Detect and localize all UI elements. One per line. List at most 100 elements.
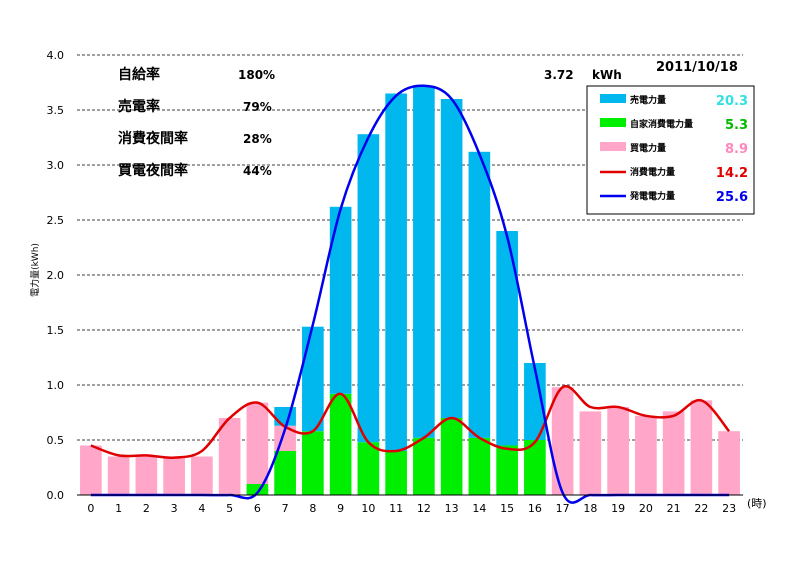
bar-bought — [107, 456, 130, 495]
stat-label: 自給率 — [118, 66, 160, 83]
stat-value: 79% — [243, 100, 272, 114]
bar-bought — [635, 415, 657, 495]
x-tick-label: 9 — [337, 502, 344, 515]
x-tick-label: 18 — [583, 502, 597, 515]
x-tick-label: 12 — [417, 502, 431, 515]
stat-value: 28% — [243, 132, 272, 146]
bar-bought — [690, 400, 713, 495]
x-tick-label: 5 — [226, 502, 233, 515]
bar-sold — [302, 326, 324, 432]
bar-bought — [135, 455, 158, 495]
legend-label: 発電電力量 — [629, 190, 675, 202]
grid-lines — [77, 54, 743, 441]
bar-bought — [163, 456, 185, 495]
x-tick-label: 21 — [667, 502, 681, 515]
legend-label: 買電力量 — [630, 142, 666, 154]
consumption-line — [90, 385, 731, 459]
peak-unit: kWh — [592, 68, 622, 82]
date-label: 2011/10/18 — [656, 60, 738, 75]
legend-total: 8.9 — [725, 142, 748, 157]
x-tick-label: 6 — [254, 502, 261, 515]
bar-sold — [385, 93, 407, 451]
y-tick-label: 2.0 — [47, 269, 65, 282]
x-tick-label: 23 — [722, 502, 736, 515]
bar-sold — [496, 231, 518, 446]
bar-bought — [662, 411, 685, 495]
legend-swatch — [600, 142, 626, 151]
x-tick-label: 3 — [171, 502, 178, 515]
x-tick-label: 7 — [282, 502, 289, 515]
x-tick-label: 20 — [639, 502, 653, 515]
bar-self-consumed — [329, 393, 352, 495]
bar-self-consumed — [524, 440, 546, 495]
bar-bought — [551, 387, 574, 495]
bar-bought — [718, 431, 740, 495]
x-tick-labels: 0 1 2 3 4 5 6 7 8 9 10 11 12 13 14 15 16 17 18 19 20 21 22 23 — [87, 502, 736, 515]
x-tick-label: 17 — [556, 502, 570, 515]
bar-bought — [80, 445, 102, 495]
legend-total: 25.6 — [716, 190, 748, 205]
x-tick-label: 10 — [361, 502, 375, 515]
bar-sold — [468, 151, 491, 438]
x-tick-label: 14 — [472, 502, 486, 515]
y-tick-label: 2.5 — [47, 214, 65, 227]
peak-value: 3.72 — [544, 68, 574, 82]
y-tick-label: 1.5 — [47, 324, 65, 337]
y-tick-label: 3.0 — [47, 159, 65, 172]
y-tick-label: 3.5 — [47, 104, 65, 117]
x-tick-label: 22 — [694, 502, 708, 515]
y-tick-label: 0.5 — [47, 434, 65, 447]
x-tick-label: 2 — [143, 502, 150, 515]
bar-self-consumed — [468, 437, 491, 495]
legend-label: 消費電力量 — [630, 166, 675, 178]
y-axis-label: 電力量(kWh) — [29, 243, 41, 297]
legend-swatch — [600, 118, 626, 127]
bar-sold — [524, 363, 546, 440]
x-tick-label: 4 — [198, 502, 205, 515]
bar-bought — [246, 402, 269, 484]
x-tick-label: 13 — [445, 502, 459, 515]
bar-self-consumed — [357, 442, 380, 495]
legend-total: 20.3 — [716, 94, 748, 109]
x-tick-label: 0 — [87, 502, 94, 515]
legend: 売電力量 20.3 自家消費電力量 5.3 買電力量 8.9 消費電力量 14.2 発電電力量 2… — [586, 85, 755, 215]
x-tick-label: 1 — [115, 502, 122, 515]
stat-label: 売電率 — [118, 98, 160, 115]
x-tick-label: 19 — [611, 502, 625, 515]
stat-value: 180% — [238, 68, 275, 82]
stat-value: 44% — [243, 164, 272, 178]
x-tick-label: 11 — [389, 502, 403, 515]
legend-swatch — [600, 94, 626, 103]
bar-self-consumed — [413, 437, 435, 495]
y-tick-labels: 0.0 0.5 1.0 1.5 2.0 2.5 3.0 3.5 4.0 — [47, 49, 65, 502]
legend-label: 売電力量 — [630, 94, 666, 106]
legend-entries: 売電力量 20.3 自家消費電力量 5.3 買電力量 8.9 消費電力量 14.2 発電電力量 2… — [600, 94, 748, 205]
y-tick-label: 4.0 — [47, 49, 65, 62]
bar-sold — [413, 85, 435, 438]
bar-self-consumed — [440, 418, 463, 495]
x-tick-label: 15 — [500, 502, 514, 515]
bar-self-consumed — [385, 451, 407, 495]
y-tick-label: 0.0 — [47, 489, 65, 502]
bar-sold — [274, 407, 296, 426]
bar-bought — [191, 456, 213, 495]
stats-panel: 自給率 180% 売電率 79% 消費夜間率 28% 買電夜間率 44% — [118, 66, 275, 179]
bar-self-consumed — [302, 431, 324, 495]
bar-bought — [218, 418, 241, 495]
stat-label: 買電夜間率 — [118, 162, 188, 179]
bar-sold — [357, 134, 380, 443]
bar-self-consumed — [274, 451, 296, 495]
y-tick-label: 1.0 — [47, 379, 65, 392]
legend-total: 14.2 — [716, 166, 748, 181]
legend-label: 自家消費電力量 — [630, 118, 693, 130]
stat-label: 消費夜間率 — [118, 130, 188, 147]
bar-sold — [440, 99, 463, 418]
legend-total: 5.3 — [725, 118, 748, 133]
x-tick-label: 16 — [528, 502, 542, 515]
bar-self-consumed — [496, 445, 518, 495]
bar-bought — [579, 411, 602, 495]
x-tick-label: 8 — [309, 502, 316, 515]
bar-self-consumed — [246, 484, 269, 495]
bar-sold — [329, 206, 352, 394]
